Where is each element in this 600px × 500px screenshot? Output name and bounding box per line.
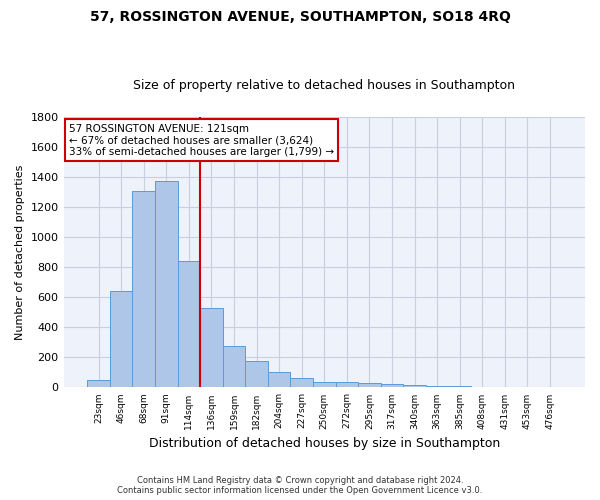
Bar [313,382,335,388]
Bar [110,292,133,388]
Bar [268,372,290,388]
Bar [87,380,110,388]
Bar [245,361,268,388]
Bar [200,308,223,388]
Bar [381,384,403,388]
Title: Size of property relative to detached houses in Southampton: Size of property relative to detached ho… [133,79,515,92]
X-axis label: Distribution of detached houses by size in Southampton: Distribution of detached houses by size … [149,437,500,450]
Bar [335,382,358,388]
Bar [471,386,494,388]
Bar [448,386,471,388]
Bar [290,378,313,388]
Bar [178,260,200,388]
Bar [223,346,245,388]
Text: Contains HM Land Registry data © Crown copyright and database right 2024.
Contai: Contains HM Land Registry data © Crown c… [118,476,482,495]
Bar [426,386,448,388]
Text: 57, ROSSINGTON AVENUE, SOUTHAMPTON, SO18 4RQ: 57, ROSSINGTON AVENUE, SOUTHAMPTON, SO18… [89,10,511,24]
Bar [155,182,178,388]
Bar [133,191,155,388]
Y-axis label: Number of detached properties: Number of detached properties [15,164,25,340]
Text: 57 ROSSINGTON AVENUE: 121sqm
← 67% of detached houses are smaller (3,624)
33% of: 57 ROSSINGTON AVENUE: 121sqm ← 67% of de… [69,124,334,156]
Bar [358,383,381,388]
Bar [403,385,426,388]
